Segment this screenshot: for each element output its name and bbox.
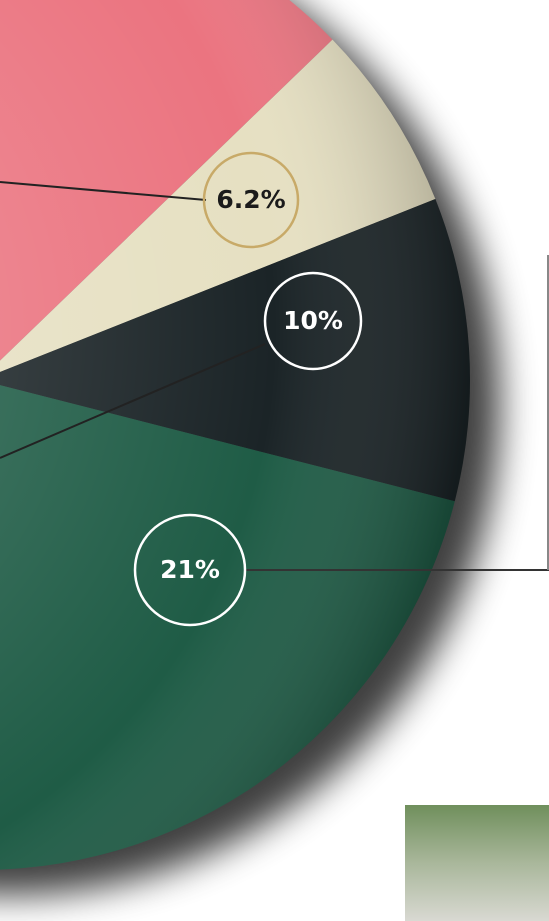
page: {"chart_data": {"type": "pie", "values":… [0,0,549,921]
value-label: 10% [283,306,343,335]
value-label: 21% [160,555,220,584]
value-label: 6.2% [216,185,285,214]
pie-gloss [0,0,470,870]
chart: 6.2% 10% 21% [0,0,549,921]
photo-thumbnail [405,805,549,921]
